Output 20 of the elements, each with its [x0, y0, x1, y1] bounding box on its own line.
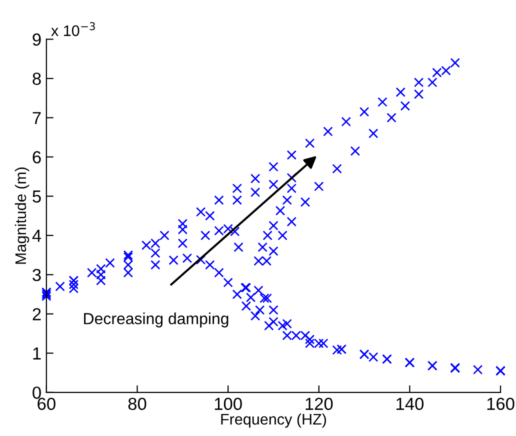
- x-tick-label: 60: [38, 398, 56, 410]
- x-tick-label: 140: [396, 398, 424, 410]
- y-tick-label: 2: [32, 308, 41, 320]
- x-tick-label: 100: [214, 398, 242, 410]
- x-axis-title: Frequency (HZ): [221, 413, 326, 428]
- y-tick-label: 3: [32, 268, 41, 282]
- y-tick-label: 8: [32, 72, 41, 85]
- y-tick-label: 1: [33, 348, 41, 360]
- y-tick-label: 7: [32, 112, 41, 124]
- x-tick-label: 160: [487, 398, 514, 410]
- y-tick-label: 0: [32, 386, 41, 399]
- annotation: Decreasing damping: [84, 312, 228, 328]
- x-tick-label: 80: [128, 398, 146, 410]
- y-tick-label: 4: [32, 230, 42, 242]
- y-tick-label: 5: [32, 190, 41, 203]
- text: x 10$^{−3}$: [51, 22, 95, 36]
- y-tick-label: 9: [32, 33, 41, 46]
- y-tick-label: 6: [32, 151, 41, 164]
- x-tick-label: 120: [306, 398, 333, 410]
- y-axis-title: Magnitude (m): [14, 168, 30, 264]
